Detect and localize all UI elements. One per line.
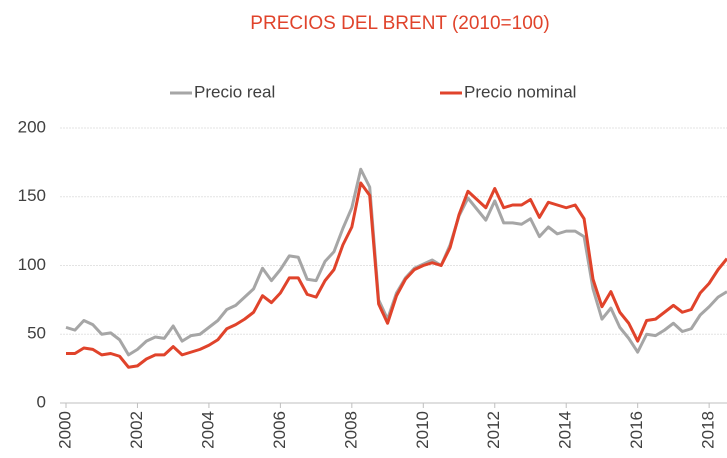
chart-title: PRECIOS DEL BRENT (2010=100) xyxy=(250,13,549,34)
legend-label: Precio nominal xyxy=(464,82,576,101)
line xyxy=(66,181,727,369)
x-tick-label: 2006 xyxy=(270,411,289,449)
x-tick-label: 2014 xyxy=(556,411,575,449)
y-tick-label: 50 xyxy=(27,324,46,343)
x-tick-label: 2000 xyxy=(55,411,74,449)
x-tick-label: 2008 xyxy=(341,411,360,449)
x-tick-label: 2004 xyxy=(198,411,217,449)
x-tick-label: 2012 xyxy=(484,411,503,449)
y-tick-label: 100 xyxy=(18,255,46,274)
y-tick-label: 0 xyxy=(37,392,46,411)
x-tick-label: 2018 xyxy=(699,411,718,449)
x-tick-label: 2002 xyxy=(127,411,146,449)
legend-label: Precio real xyxy=(194,82,275,101)
y-tick-label: 200 xyxy=(18,117,46,136)
y-tick-label: 150 xyxy=(18,186,46,205)
x-tick-label: 2016 xyxy=(627,411,646,449)
x-tick-label: 2010 xyxy=(413,411,432,449)
